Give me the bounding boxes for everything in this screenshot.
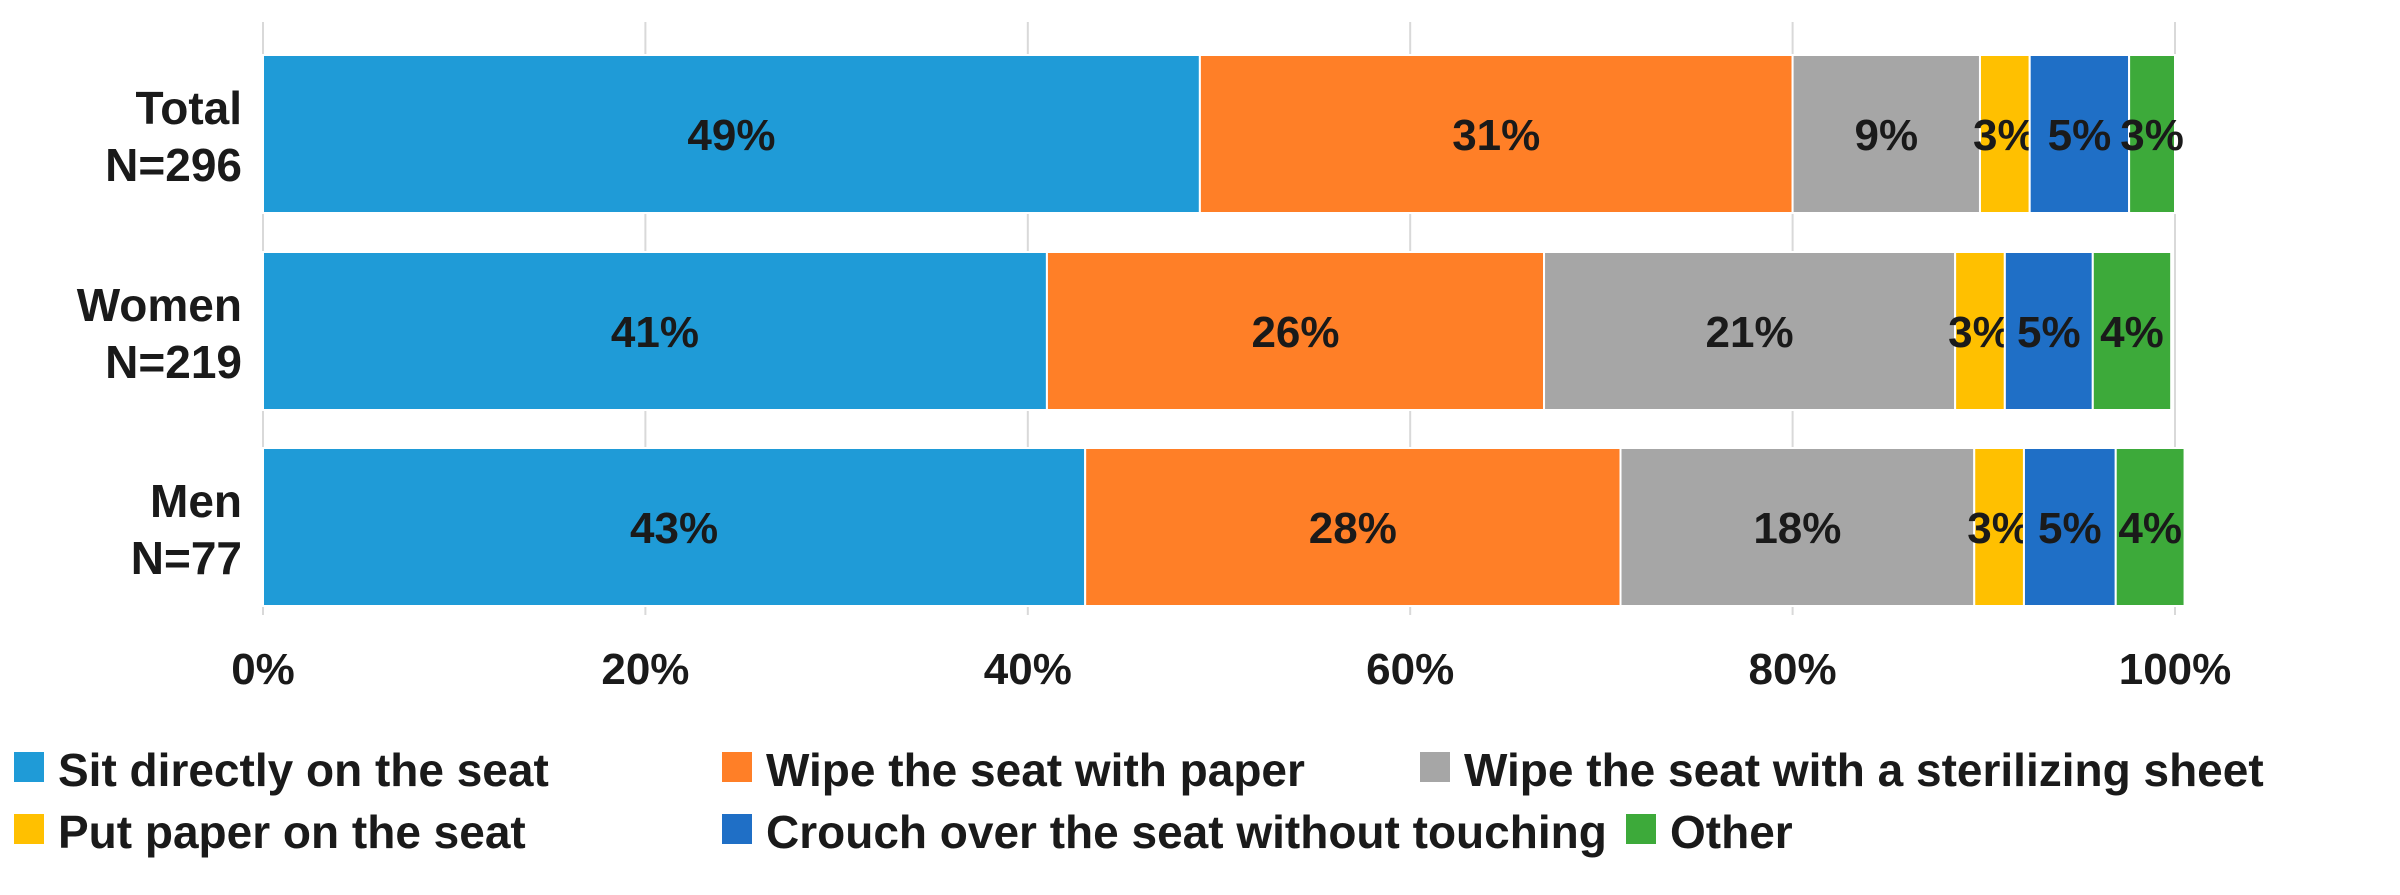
legend-swatch: [722, 752, 752, 782]
data-label: 26%: [1251, 308, 1339, 357]
data-label: 3%: [2120, 111, 2184, 160]
data-label: 3%: [1948, 308, 2012, 357]
data-label: 31%: [1452, 111, 1540, 160]
data-label: 28%: [1309, 504, 1397, 553]
category-label: Total: [136, 82, 242, 134]
bars: 49% 31% 9% 3% 5% 3%41% 26% 21% 3% 5% 4%43% 28% 18% 3%…: [262, 54, 2186, 607]
bar-segment: [262, 447, 1087, 607]
data-label: 43%: [630, 504, 718, 553]
bar-segment: [2003, 251, 2094, 411]
legend-swatch: [1420, 752, 1450, 782]
bar-segment: [2091, 251, 2173, 411]
data-label: 21%: [1706, 308, 1794, 357]
category-label: Men: [150, 475, 242, 527]
data-label: 4%: [2118, 504, 2182, 553]
data-label: 5%: [2048, 111, 2112, 160]
x-tick-label: 60%: [1366, 645, 1454, 694]
bar-segment: [262, 251, 1048, 411]
bar-segment: [1543, 251, 1957, 411]
data-label: 18%: [1753, 504, 1841, 553]
category-label: N=219: [105, 336, 242, 388]
legend: Sit directly on the seat Wipe the seat wi…: [14, 744, 2264, 858]
bar-segment: [2022, 447, 2117, 607]
x-axis-ticks: 0% 20% 40% 60% 80% 100%: [231, 645, 2231, 694]
bar-segment: [2128, 54, 2177, 214]
data-label: 49%: [687, 111, 775, 160]
data-label: 41%: [611, 308, 699, 357]
legend-label: Wipe the seat with a sterilizing sheet: [1464, 744, 2264, 796]
data-label: 3%: [1973, 111, 2037, 160]
x-tick-label: 100%: [2119, 645, 2232, 694]
legend-label: Crouch over the seat without touching: [766, 806, 1607, 858]
bar-segment: [2028, 54, 2131, 214]
legend-swatch: [14, 814, 44, 844]
legend-swatch: [14, 752, 44, 782]
category-label: N=77: [131, 532, 242, 584]
bar-segment: [1954, 251, 2006, 411]
legend-label: Other: [1670, 806, 1793, 858]
legend-label: Put paper on the seat: [58, 806, 526, 858]
x-tick-label: 80%: [1749, 645, 1837, 694]
data-label: 3%: [1967, 504, 2031, 553]
legend-label: Sit directly on the seat: [58, 744, 549, 796]
bar-segment: [1084, 447, 1622, 607]
bar-segment: [1045, 251, 1546, 411]
x-tick-label: 40%: [984, 645, 1072, 694]
data-label: 5%: [2038, 504, 2102, 553]
data-label: 5%: [2017, 308, 2081, 357]
legend-swatch: [1626, 814, 1656, 844]
data-label: 9%: [1854, 111, 1918, 160]
x-tick-label: 20%: [601, 645, 689, 694]
category-label: Women: [77, 279, 242, 331]
data-label: 4%: [2100, 308, 2164, 357]
category-label: N=296: [105, 139, 242, 191]
bar-segment: [1978, 54, 2031, 214]
bar-segment: [262, 54, 1201, 214]
x-tick-label: 0%: [231, 645, 295, 694]
legend-label: Wipe the seat with paper: [766, 744, 1305, 796]
bar-segment: [2114, 447, 2186, 607]
legend-swatch: [722, 814, 752, 844]
